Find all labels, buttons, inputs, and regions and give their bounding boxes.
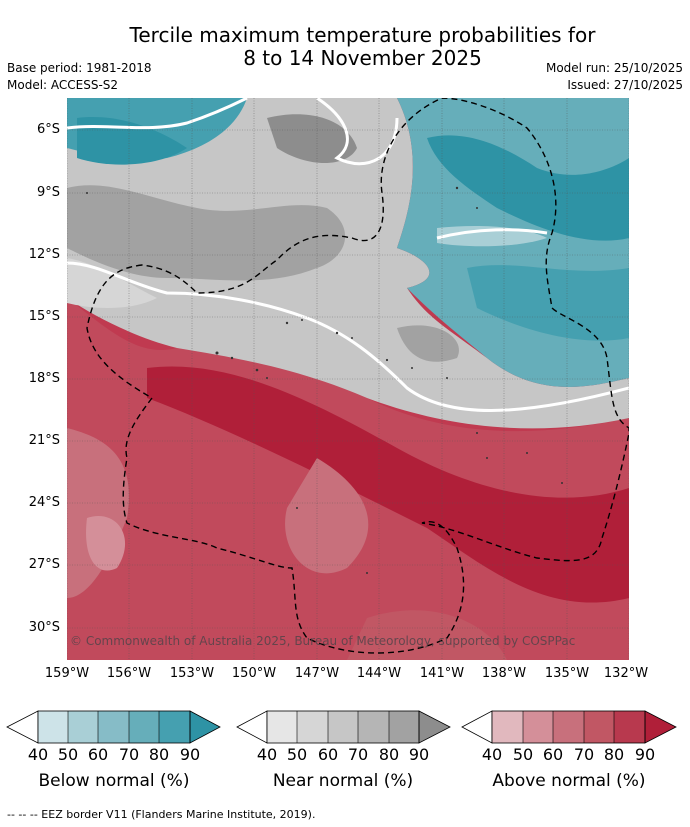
lon-label: 159°W (44, 666, 90, 681)
model-run: Model run: 25/10/2025 (545, 61, 683, 75)
legend-near-normal (236, 710, 451, 744)
lon-label: 138°W (481, 666, 527, 681)
lat-label: 30°S (28, 620, 60, 635)
base-period: Base period: 1981-2018 (7, 61, 152, 75)
legend-tick: 60 (87, 745, 109, 764)
lon-label: 135°W (544, 666, 590, 681)
legend-tick: 60 (542, 745, 564, 764)
islands (86, 186, 563, 574)
near-normal-band-80 (67, 185, 346, 281)
legend-tick: 60 (317, 745, 339, 764)
below-normal-band-80 (467, 265, 629, 341)
above-normal-patch-south (347, 610, 507, 660)
above-normal-patch-west (86, 516, 126, 571)
tercile-boundary-northwest (67, 98, 248, 130)
legend-tick: 90 (634, 745, 656, 764)
above-normal-band-60 (67, 428, 129, 598)
lat-label: 15°S (28, 309, 60, 324)
legend-below-normal (6, 710, 221, 744)
map-grid (67, 98, 629, 660)
legend-below-label: Below normal (%) (38, 771, 190, 791)
tercile-boundary-south (67, 261, 629, 412)
below-normal-northwest-core (77, 117, 187, 165)
legend-tick: 40 (481, 745, 503, 764)
lon-label: 132°W (603, 666, 649, 681)
legend-colorbars (6, 710, 677, 744)
near-normal-band-90 (267, 114, 357, 163)
lon-label: 147°W (294, 666, 340, 681)
legend-tick: 70 (573, 745, 595, 764)
lon-label: 144°W (356, 666, 402, 681)
tercile-boundary-east (436, 228, 548, 240)
lat-label: 27°S (28, 557, 60, 572)
above-normal-band-90 (147, 366, 629, 603)
issued-date: Issued: 27/10/2025 (567, 78, 683, 92)
legend-tick: 50 (57, 745, 79, 764)
lon-label: 141°W (419, 666, 465, 681)
legend-tick: 90 (179, 745, 201, 764)
meta-left: Base period: 1981-2018 Model: ACCESS-S2 (7, 60, 152, 94)
lon-label: 156°W (106, 666, 152, 681)
title-line-2: 8 to 14 November 2025 (243, 46, 482, 70)
tercile-boundary-north (316, 98, 399, 166)
legend-tick: 80 (148, 745, 170, 764)
near-normal-patch (397, 325, 459, 362)
map-svg (67, 98, 629, 660)
legend-tick: 50 (286, 745, 308, 764)
near-normal-region (67, 98, 629, 429)
legend-tick: 40 (256, 745, 278, 764)
lat-label: 18°S (28, 371, 60, 386)
legend-near-label: Near normal (%) (272, 771, 414, 791)
legend-tick: 70 (347, 745, 369, 764)
lat-label: 12°S (28, 247, 60, 262)
chart-title: Tercile maximum temperature probabilitie… (0, 24, 690, 70)
copyright-notice: © Commonwealth of Australia 2025, Bureau… (70, 634, 576, 648)
above-normal-patch (285, 458, 369, 574)
model-name: Model: ACCESS-S2 (7, 78, 119, 92)
legend-tick: 40 (27, 745, 49, 764)
lat-label: 24°S (28, 495, 60, 510)
eez-footnote: -- -- -- EEZ border V11 (Flanders Marine… (7, 808, 316, 821)
below-normal-band-90 (427, 135, 629, 241)
meta-right: Model run: 25/10/2025 Issued: 27/10/2025 (546, 60, 683, 94)
lat-label: 6°S (36, 122, 60, 137)
legend-tick: 90 (408, 745, 430, 764)
lat-label: 9°S (36, 185, 60, 200)
legend-tick: 80 (378, 745, 400, 764)
probability-map (67, 98, 629, 660)
eez-border (86, 98, 629, 654)
title-line-1: Tercile maximum temperature probabilitie… (129, 23, 596, 47)
legend-tick: 50 (512, 745, 534, 764)
lon-label: 150°W (231, 666, 277, 681)
legend-tick: 70 (118, 745, 140, 764)
lon-label: 153°W (169, 666, 215, 681)
legend-tick: 80 (603, 745, 625, 764)
lat-label: 21°S (28, 433, 60, 448)
legend-above-normal (461, 710, 677, 744)
near-normal-band-50 (67, 258, 157, 308)
legend-above-label: Above normal (%) (492, 771, 646, 791)
